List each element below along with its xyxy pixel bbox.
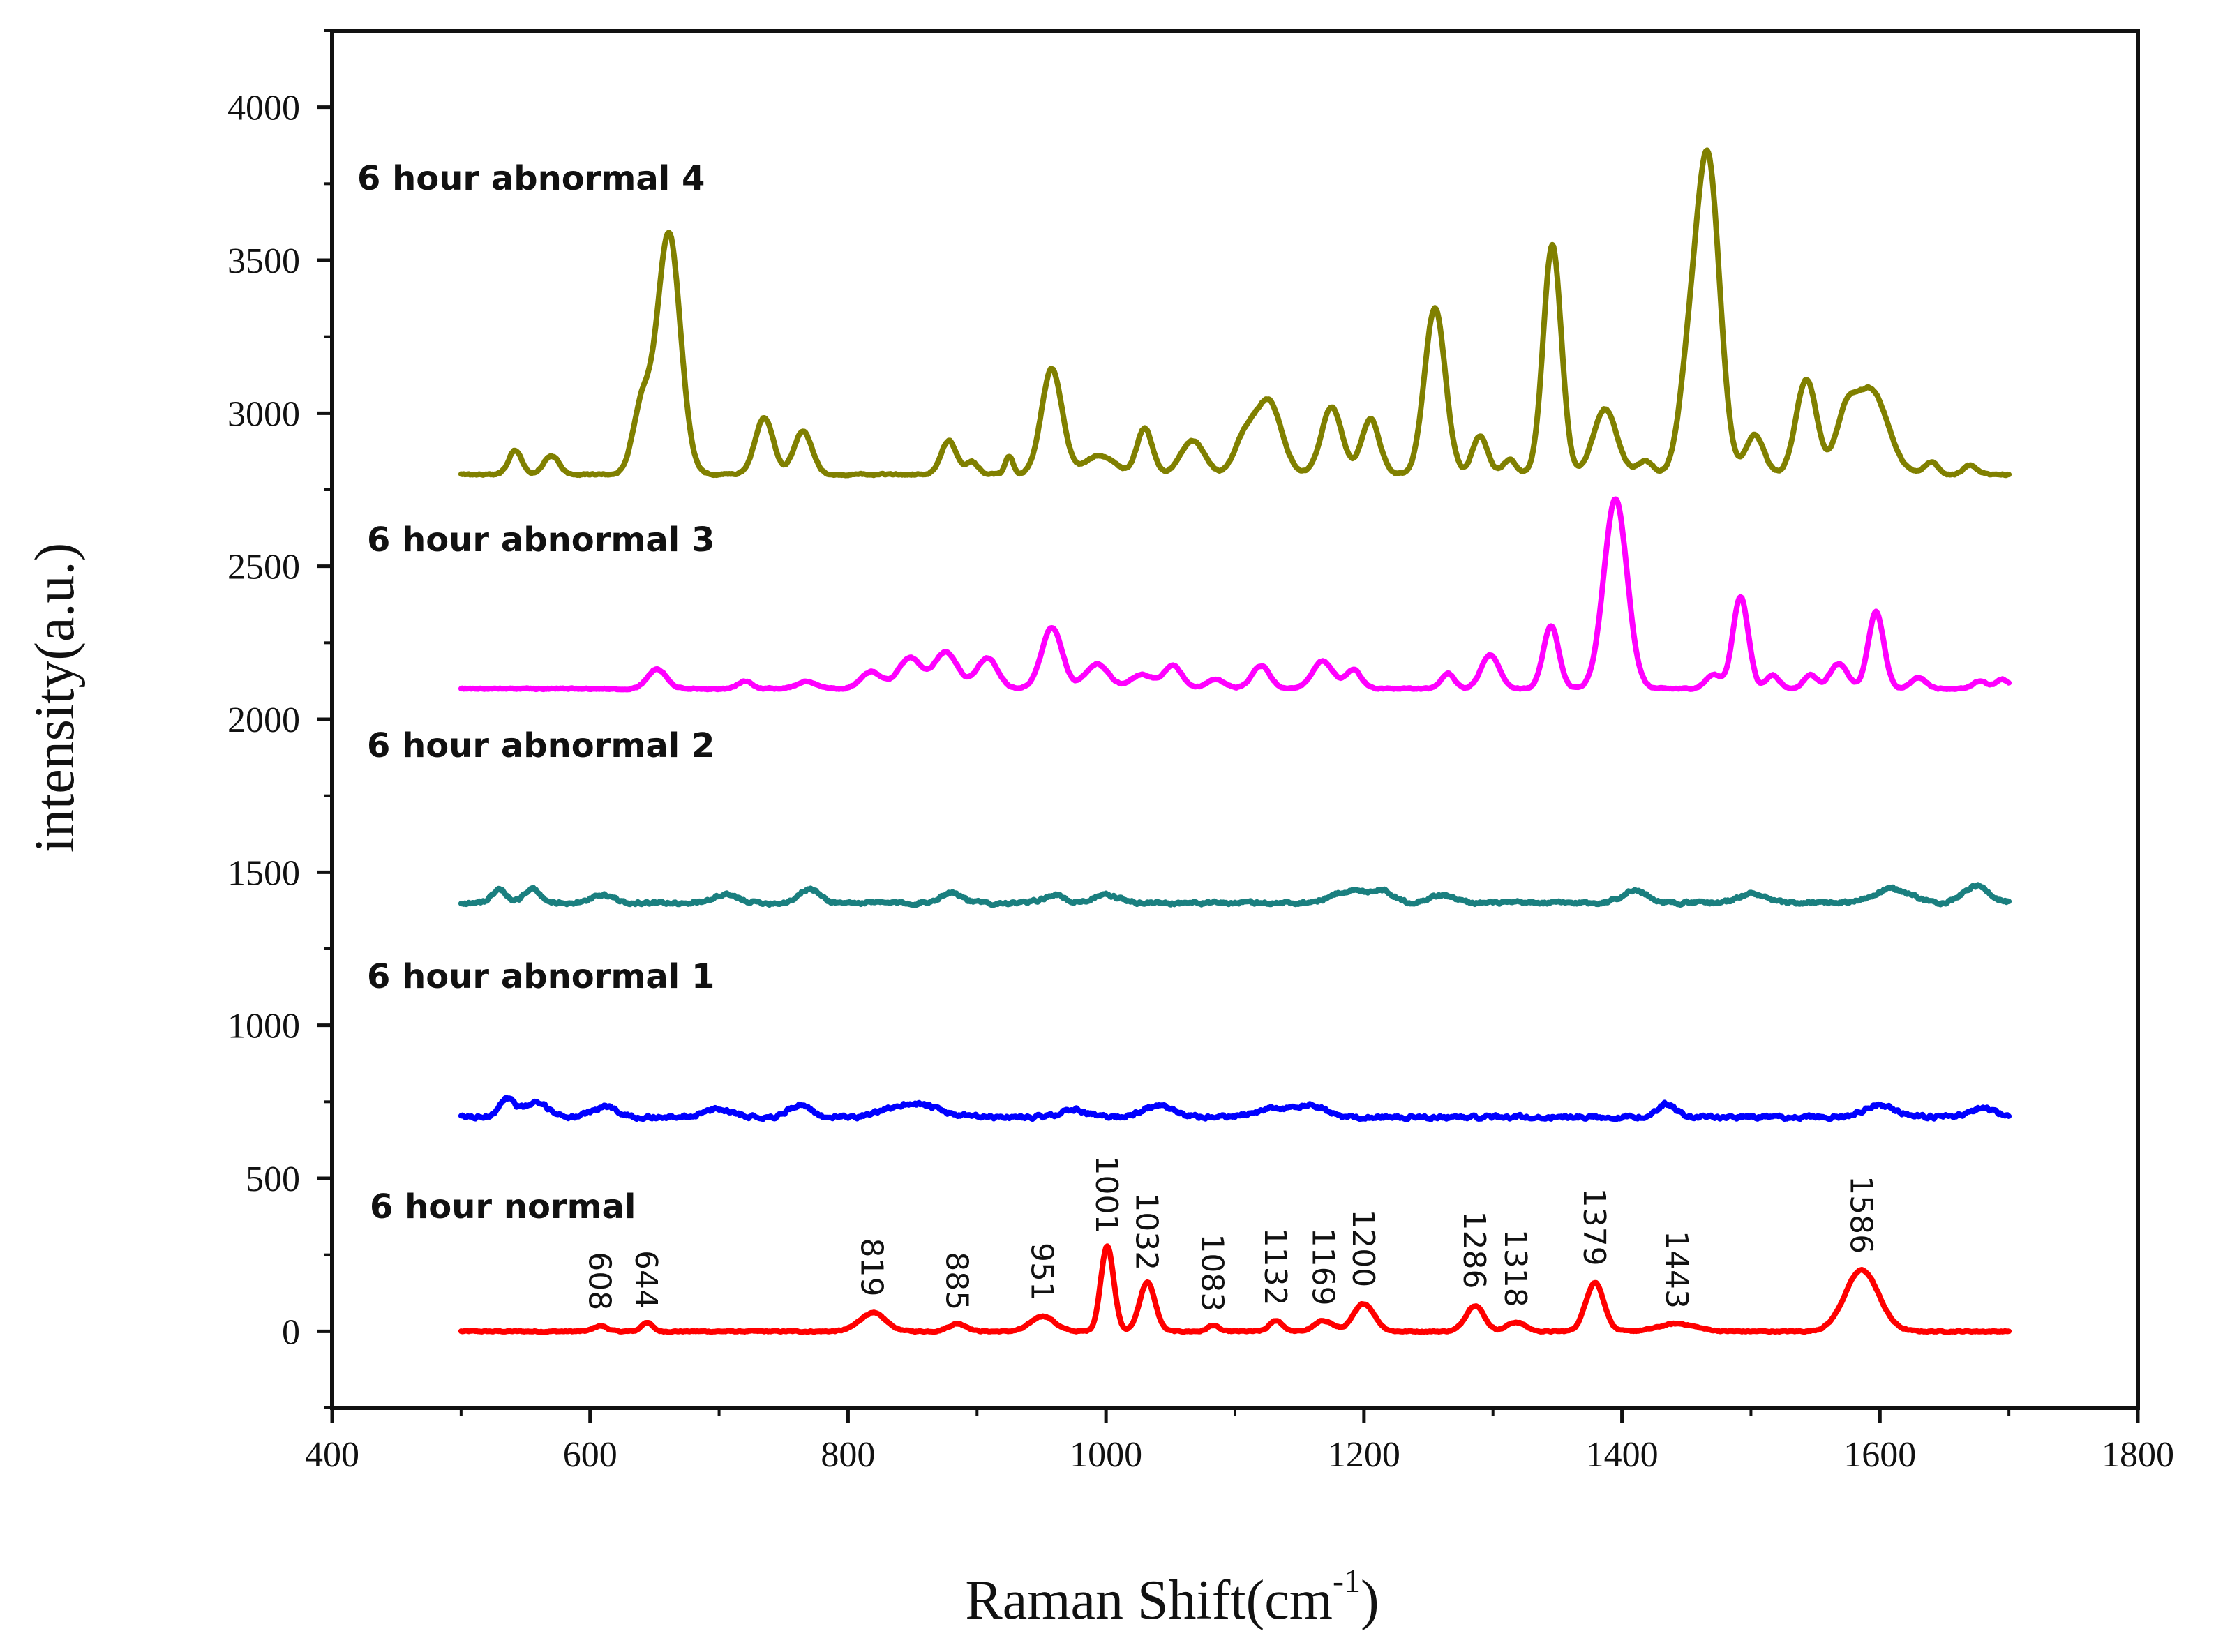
y-tick-label: 3000 xyxy=(227,394,300,434)
peak-label: 885 xyxy=(939,1252,975,1310)
series-label-abnormal-2: 6 hour abnormal 2 xyxy=(367,726,714,765)
series-line-6-hour-abnormal-4 xyxy=(458,147,2012,479)
peak-label: 1001 xyxy=(1088,1156,1124,1234)
y-tick-label: 2500 xyxy=(227,548,300,587)
peak-label: 1443 xyxy=(1659,1231,1694,1309)
x-axis: 400 600 800 1000 1200 1400 1600 1800 xyxy=(305,1408,2174,1475)
y-tick-label: 2000 xyxy=(227,700,300,740)
series-line-6-hour-abnormal-2 xyxy=(458,882,2012,908)
x-tick-label: 800 xyxy=(821,1435,875,1475)
x-axis-title-main: Raman Shift(cm xyxy=(965,1570,1333,1631)
series-label-abnormal-3: 6 hour abnormal 3 xyxy=(367,520,714,560)
series-label-abnormal-4: 6 hour abnormal 4 xyxy=(357,159,705,198)
peak-label: 951 xyxy=(1024,1242,1060,1301)
series-labels: 6 hour abnormal 4 6 hour abnormal 3 6 ho… xyxy=(357,159,714,1226)
x-tick-label: 1400 xyxy=(1586,1435,1659,1475)
x-axis-title-end: ) xyxy=(1361,1570,1379,1631)
y-tick-label: 500 xyxy=(246,1159,300,1199)
y-tick-label: 1500 xyxy=(227,853,300,893)
peak-label: 819 xyxy=(854,1238,890,1297)
peak-label: 1032 xyxy=(1128,1192,1164,1270)
peak-label: 1200 xyxy=(1345,1209,1381,1287)
series-line-6-hour-normal xyxy=(458,1243,2012,1335)
series-line-6-hour-abnormal-1 xyxy=(458,1095,2012,1122)
y-axis-title: intensity(a.u.) xyxy=(24,543,86,853)
peak-label: 1169 xyxy=(1305,1228,1341,1306)
peak-label: 1379 xyxy=(1576,1188,1612,1266)
x-tick-label: 600 xyxy=(563,1435,618,1475)
y-tick-label: 3500 xyxy=(227,241,300,281)
peak-label: 1318 xyxy=(1497,1229,1533,1307)
x-tick-label: 1600 xyxy=(1843,1435,1916,1475)
peak-label: 1083 xyxy=(1195,1233,1230,1312)
y-tick-label: 4000 xyxy=(227,89,300,128)
x-tick-label: 1000 xyxy=(1070,1435,1142,1475)
peak-label: 644 xyxy=(628,1250,664,1309)
peak-label: 608 xyxy=(582,1252,618,1310)
x-tick-label: 400 xyxy=(305,1435,359,1475)
series-label-normal: 6 hour normal xyxy=(370,1187,636,1226)
series-line-6-hour-abnormal-3 xyxy=(458,496,2012,693)
peak-label: 1286 xyxy=(1456,1211,1492,1289)
y-tick-label: 0 xyxy=(282,1312,300,1352)
x-axis-title: Raman Shift(cm-1) xyxy=(965,1563,1379,1631)
y-axis: 0 500 1000 1500 2000 2500 3000 3500 4000 xyxy=(227,29,332,1409)
peak-labels: 608 644 819 885 951 1001 1032 1083 1132 1169 1200 1… xyxy=(582,1156,1879,1312)
x-tick-label: 1800 xyxy=(2102,1435,2174,1475)
peak-label: 1132 xyxy=(1257,1228,1293,1306)
y-tick-label: 1000 xyxy=(227,1007,300,1046)
series-label-abnormal-1: 6 hour abnormal 1 xyxy=(367,957,714,996)
series-lines xyxy=(458,147,2012,1335)
x-axis-title-superscript: -1 xyxy=(1333,1563,1361,1600)
x-tick-label: 1200 xyxy=(1328,1435,1400,1475)
peak-label: 1586 xyxy=(1843,1176,1878,1254)
